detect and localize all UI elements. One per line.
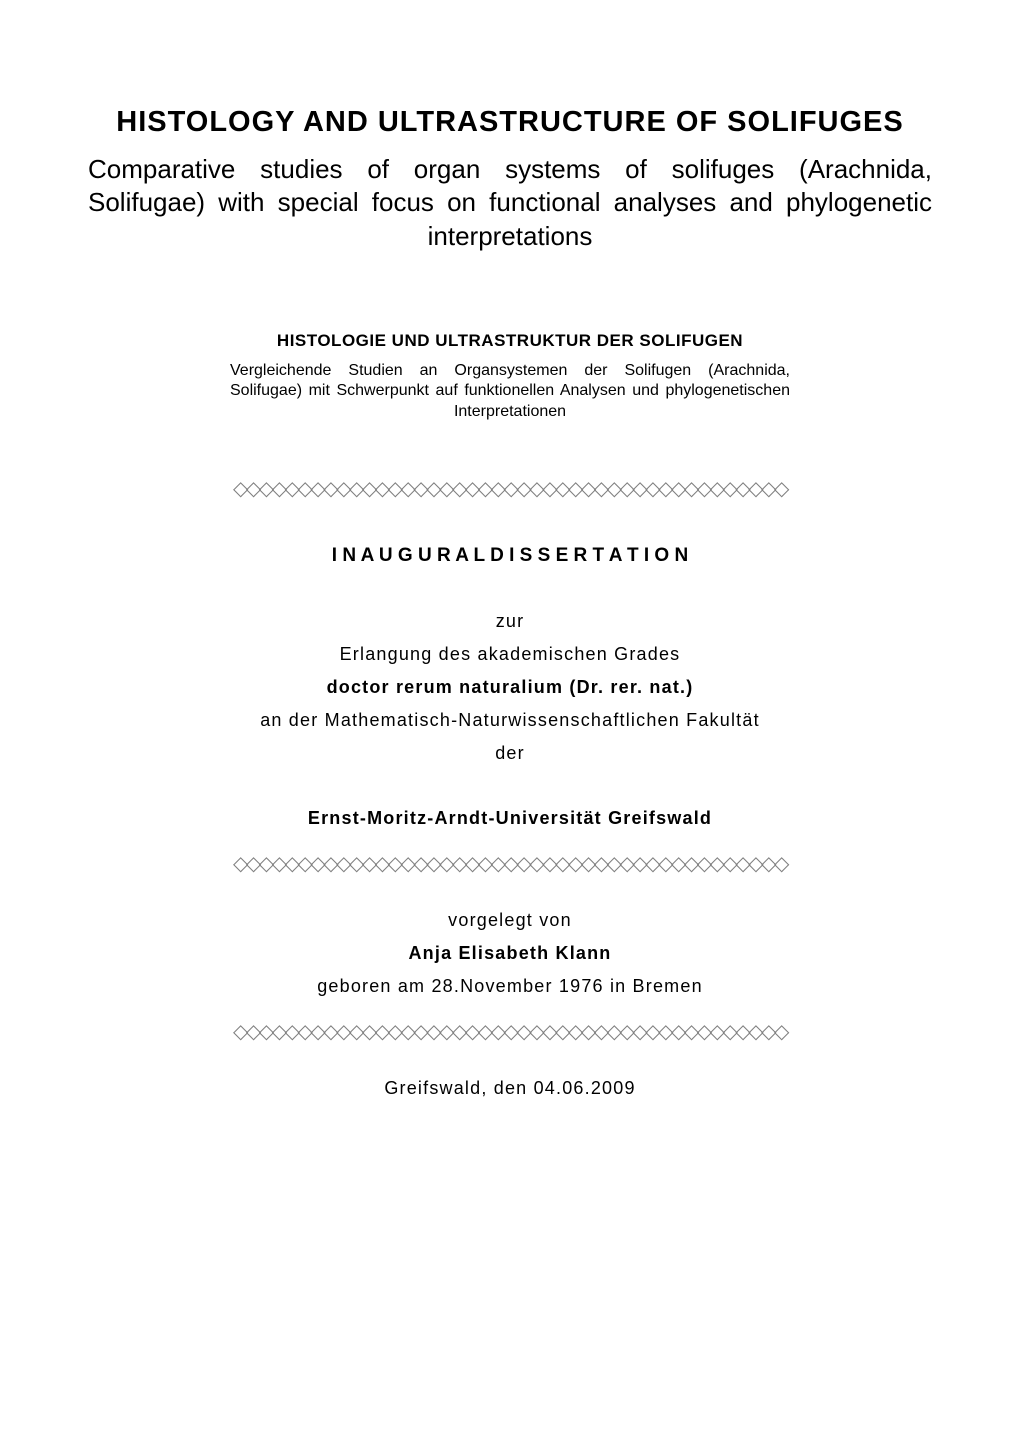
spacer	[88, 567, 932, 611]
spacer	[88, 501, 932, 545]
degree-line: doctor rerum naturalium (Dr. rer. nat.)	[88, 677, 932, 698]
spacer	[88, 876, 932, 910]
erlangung-line: Erlangung des akademischen Grades	[88, 644, 932, 665]
born-line: geboren am 28.November 1976 in Bremen	[88, 976, 932, 997]
main-title-en: HISTOLOGY AND ULTRASTRUCTURE OF SOLIFUGE…	[88, 106, 932, 139]
spacer	[88, 632, 932, 644]
divider-1: ◇◇◇◇◇◇◇◇◇◇◇◇◇◇◇◇◇◇◇◇◇◇◇◇◇◇◇◇◇◇◇◇◇◇◇◇◇◇◇◇…	[88, 476, 932, 501]
spacer	[88, 931, 932, 943]
der-line: der	[88, 743, 932, 764]
zur-line: zur	[88, 611, 932, 632]
spacer	[88, 764, 932, 808]
university-line: Ernst-Moritz-Arndt-Universität Greifswal…	[88, 808, 932, 829]
place-date-line: Greifswald, den 04.06.2009	[88, 1078, 932, 1099]
spacer	[88, 698, 932, 710]
spacer	[88, 964, 932, 976]
spacer	[88, 997, 932, 1019]
faculty-line: an der Mathematisch-Naturwissenschaftlic…	[88, 710, 932, 731]
spacer	[88, 1044, 932, 1078]
dissertation-label: I N A U G U R A L D I S S E R T A T I O …	[88, 545, 932, 567]
vorgelegt-line: vorgelegt von	[88, 910, 932, 931]
main-title-de: HISTOLOGIE UND ULTRASTRUKTUR DER SOLIFUG…	[88, 331, 932, 351]
subtitle-de: Vergleichende Studien an Organsystemen d…	[230, 361, 790, 422]
divider-2: ◇◇◇◇◇◇◇◇◇◇◇◇◇◇◇◇◇◇◇◇◇◇◇◇◇◇◇◇◇◇◇◇◇◇◇◇◇◇◇◇…	[88, 851, 932, 876]
spacer	[88, 731, 932, 743]
spacer	[88, 665, 932, 677]
divider-3: ◇◇◇◇◇◇◇◇◇◇◇◇◇◇◇◇◇◇◇◇◇◇◇◇◇◇◇◇◇◇◇◇◇◇◇◇◇◇◇◇…	[88, 1019, 932, 1044]
spacer	[88, 829, 932, 851]
author-name: Anja Elisabeth Klann	[88, 943, 932, 964]
subtitle-en: Comparative studies of organ systems of …	[88, 153, 932, 253]
